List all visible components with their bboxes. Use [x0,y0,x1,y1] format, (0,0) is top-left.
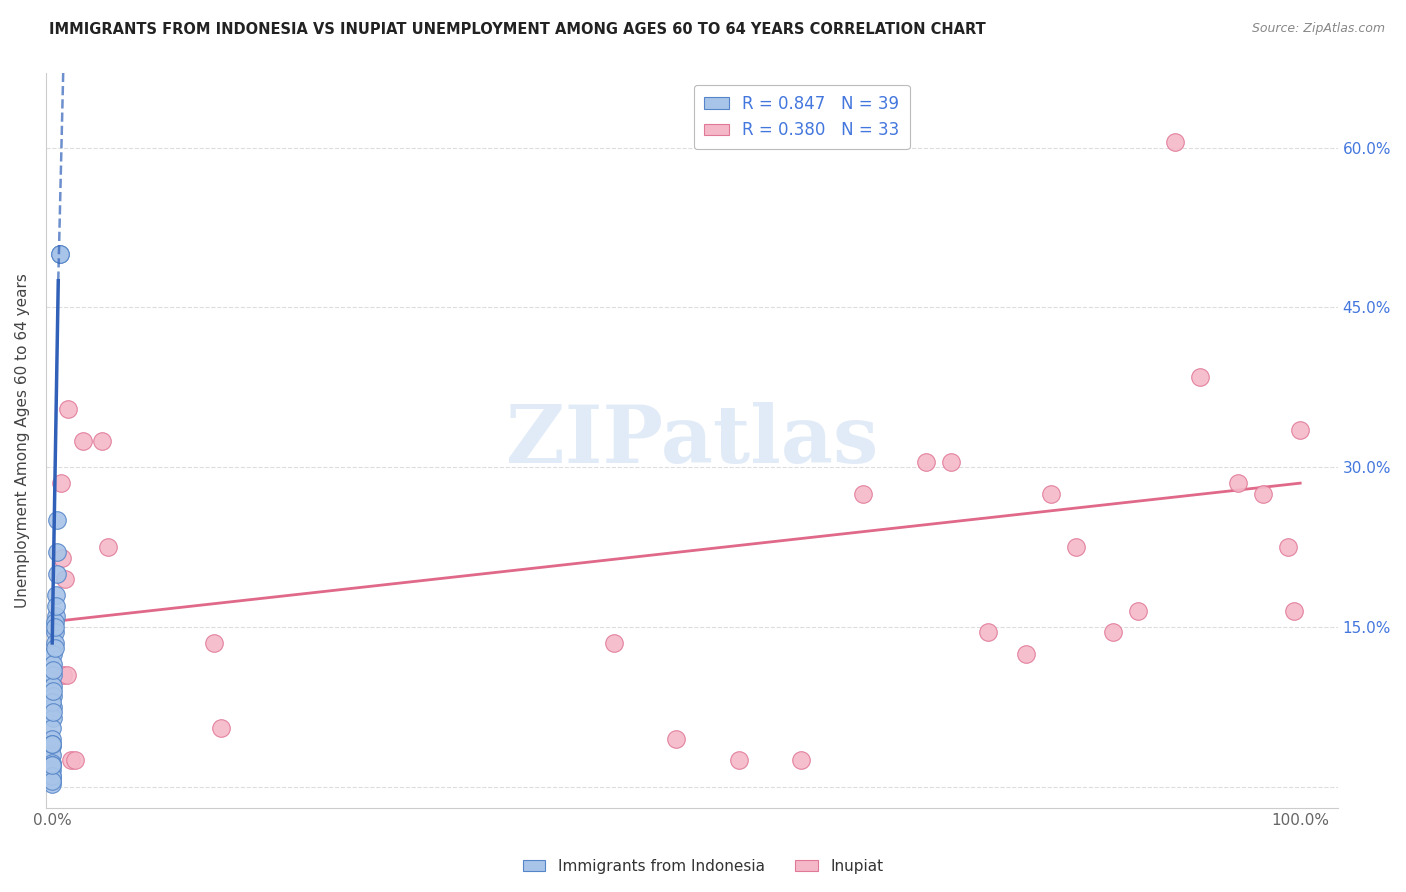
Point [51,550,73,565]
Point [852,487,875,501]
Point [42,705,65,719]
Point [41,769,63,783]
Point [59,753,82,767]
Point [41,737,63,751]
Point [44,636,66,650]
Point [44,620,66,634]
Text: Source: ZipAtlas.com: Source: ZipAtlas.com [1251,22,1385,36]
Point [41,758,63,772]
Point [97,540,120,554]
Point [46,545,69,559]
Point [41,756,63,771]
Point [1289,423,1312,437]
Point [42,684,65,698]
Point [91,434,114,448]
Point [1039,487,1062,501]
Point [41,721,63,735]
Point [44,625,66,640]
Point [42,657,65,672]
Point [1102,625,1125,640]
Point [45,609,67,624]
Point [41,774,63,789]
Point [209,721,232,735]
Text: ZIPatlas: ZIPatlas [506,401,877,480]
Point [41,776,63,790]
Point [52,668,75,682]
Point [914,455,936,469]
Point [204,636,226,650]
Point [49,476,72,491]
Point [44,641,66,656]
Point [48,247,70,261]
Point [46,566,69,581]
Point [42,679,65,693]
Point [1164,135,1187,149]
Point [1014,647,1036,661]
Text: IMMIGRANTS FROM INDONESIA VS INUPIAT UNEMPLOYMENT AMONG AGES 60 TO 64 YEARS CORR: IMMIGRANTS FROM INDONESIA VS INUPIAT UNE… [49,22,986,37]
Point [665,731,688,746]
Point [1282,604,1305,618]
Point [1251,487,1274,501]
Point [41,773,63,788]
Point [44,615,66,629]
Point [42,690,65,704]
Point [41,769,63,783]
Point [41,763,63,777]
Point [48,247,70,261]
Point [72,434,94,448]
Point [41,758,63,772]
Point [41,731,63,746]
Point [63,753,86,767]
Point [42,663,65,677]
Point [41,747,63,762]
Point [41,739,63,754]
Point [58,401,80,416]
Point [53,572,76,586]
Point [727,753,749,767]
Legend: Immigrants from Indonesia, Inupiat: Immigrants from Indonesia, Inupiat [516,853,890,880]
Point [790,753,813,767]
Y-axis label: Unemployment Among Ages 60 to 64 years: Unemployment Among Ages 60 to 64 years [15,273,30,608]
Legend: R = 0.847   N = 39, R = 0.380   N = 33: R = 0.847 N = 39, R = 0.380 N = 33 [695,85,910,149]
Point [603,636,626,650]
Point [1226,476,1249,491]
Point [41,737,63,751]
Point [45,588,67,602]
Point [1189,369,1212,384]
Point [939,455,962,469]
Point [41,694,63,708]
Point [42,647,65,661]
Point [45,599,67,613]
Point [46,513,69,527]
Point [42,699,65,714]
Point [977,625,1000,640]
Point [56,668,79,682]
Point [42,710,65,724]
Point [42,668,65,682]
Point [1064,540,1087,554]
Point [1126,604,1149,618]
Point [1277,540,1299,554]
